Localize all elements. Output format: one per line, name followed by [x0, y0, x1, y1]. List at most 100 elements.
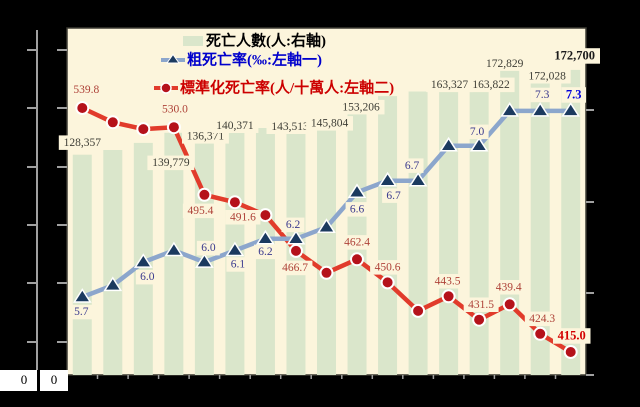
std-rate-label: 491.6 [230, 211, 256, 223]
bar-value-label: 172,829 [486, 58, 524, 70]
bar [530, 71, 550, 375]
bar [500, 69, 520, 375]
bar-value-label: 145,804 [311, 117, 349, 129]
crude-rate-label-bg [382, 188, 405, 203]
crude-rate-label: 7.0 [470, 126, 485, 138]
std-rate-label-bg [370, 260, 405, 275]
crude-rate-label-bg [135, 269, 159, 285]
crude-rate-marker-triangle [500, 102, 520, 117]
bar-value-label-bg [481, 56, 529, 71]
bar-value-label: 172,700 [554, 48, 595, 62]
legend-label-deaths: 死亡人數(人:右軸) [206, 31, 326, 49]
left-axis-2-zero-label: 0 [51, 372, 58, 387]
crude-rate-marker-triangle [256, 229, 275, 245]
legend: 死亡人數(人:右軸)粗死亡率(‰:左軸一) 標準化死亡率(人/十萬人:左軸二) [154, 31, 394, 96]
bar-value-label: 172,028 [529, 70, 567, 82]
crude-rate-label: 6.0 [201, 242, 216, 254]
crude-rate-label: 5.7 [74, 306, 89, 318]
crude-rate-label: 6.2 [258, 246, 273, 258]
std-rate-marker-circle [319, 265, 334, 280]
std-rate-marker-circle [197, 187, 212, 202]
std-rate-label-bg [157, 101, 193, 117]
crude-rate-label-bg [69, 304, 93, 320]
std-rate-label: 415.0 [558, 328, 586, 342]
legend-label-standardized-rate: 標準化死亡率(人/十萬人:左軸二) [180, 78, 394, 96]
crude-rate-marker-triangle [378, 171, 397, 187]
bar [439, 87, 459, 376]
bar-value-label: 139,779 [152, 157, 190, 169]
std-rate-label-bg [463, 297, 499, 312]
crude-rate-label: 6.1 [231, 259, 246, 271]
legend-bar-swatch-icon [183, 36, 203, 46]
std-rate-marker-circle [350, 252, 364, 267]
std-rate-label: 539.8 [73, 84, 99, 96]
bar-value-label: 163,327 [431, 79, 469, 91]
bar-value-label-bg [306, 116, 353, 131]
crude-rate-label-bg [196, 240, 220, 256]
std-rate-marker-circle [441, 289, 456, 304]
crude-rate-marker-triangle [133, 253, 153, 268]
bar [103, 150, 123, 375]
std-rate-label: 431.5 [468, 299, 494, 311]
crude-rate-marker-triangle [530, 102, 550, 117]
bar-value-label-bg [211, 118, 259, 133]
bar-value-label: 128,357 [64, 137, 102, 149]
std-rate-marker-circle [380, 275, 395, 290]
bar-value-label-bg [467, 77, 515, 93]
std-rate-label-bg [225, 210, 261, 225]
std-rate-marker-circle [502, 297, 517, 312]
std-rate-marker-circle [258, 208, 273, 223]
crude-rate-label: 6.7 [405, 160, 420, 172]
std-rate-marker-circle [289, 243, 303, 258]
crude-rate-label: 6.2 [286, 219, 301, 231]
bar [378, 96, 398, 375]
crude-rate-marker-triangle [561, 102, 581, 117]
std-rate-label-bg [277, 260, 313, 276]
std-rate-label-bg [182, 203, 218, 219]
bar-value-label: 143,513 [271, 121, 309, 133]
std-rate-label: 439.4 [496, 281, 522, 293]
bar-value-label: 153,206 [342, 101, 380, 113]
crude-rate-label: 6.7 [386, 190, 401, 202]
crude-rate-label-bg [345, 202, 369, 217]
std-rate-marker-circle [75, 101, 90, 115]
crude-rate-label-bg [281, 217, 305, 233]
bar-value-label-bg [266, 119, 314, 134]
std-rate-marker-circle [136, 122, 151, 137]
std-rate-label: 443.5 [435, 275, 461, 287]
axes [27, 30, 594, 379]
std-rate-marker-circle [533, 326, 548, 341]
crude-rate-marker-triangle [164, 241, 184, 257]
crude-rate-marker-triangle [286, 229, 306, 245]
bar-value-label-bg [549, 48, 600, 64]
crude-rate-label: 7.3 [566, 87, 582, 101]
std-rate-marker-circle [411, 303, 426, 318]
std-rate-label: 530.0 [162, 103, 188, 115]
std-rate-label-bg [68, 82, 104, 98]
std-rate-marker-circle [227, 195, 242, 210]
crude-rate-label: 7.3 [535, 89, 550, 101]
crude-rate-label: 6.6 [350, 203, 365, 215]
bar-value-label: 136,371 [187, 131, 225, 143]
bar [408, 91, 428, 375]
legend-circle-marker-icon [160, 82, 172, 94]
crude-rate-marker-triangle [469, 136, 489, 152]
legend-triangle-marker-icon [166, 53, 180, 64]
bar-value-label-bg [426, 77, 474, 93]
std-rate-label-bg [339, 235, 375, 250]
std-rate-marker-circle [563, 345, 578, 359]
crude-rate-label: 6.0 [140, 271, 155, 283]
bar-value-label-bg [147, 155, 195, 171]
crude-rate-marker-triangle [439, 136, 458, 152]
bar-value-label-bg [337, 99, 385, 115]
bar [72, 154, 92, 375]
left-axis-2-zero-box [40, 370, 68, 391]
std-rate-marker-circle [166, 120, 181, 135]
left-axis-1-zero-label: 0 [21, 372, 28, 387]
std-rate-label: 462.4 [344, 236, 370, 248]
std-rate-label: 495.4 [187, 205, 213, 217]
crude-rate-marker-triangle [72, 288, 92, 303]
crude-rate-label-bg [254, 244, 277, 260]
bar [317, 121, 336, 375]
